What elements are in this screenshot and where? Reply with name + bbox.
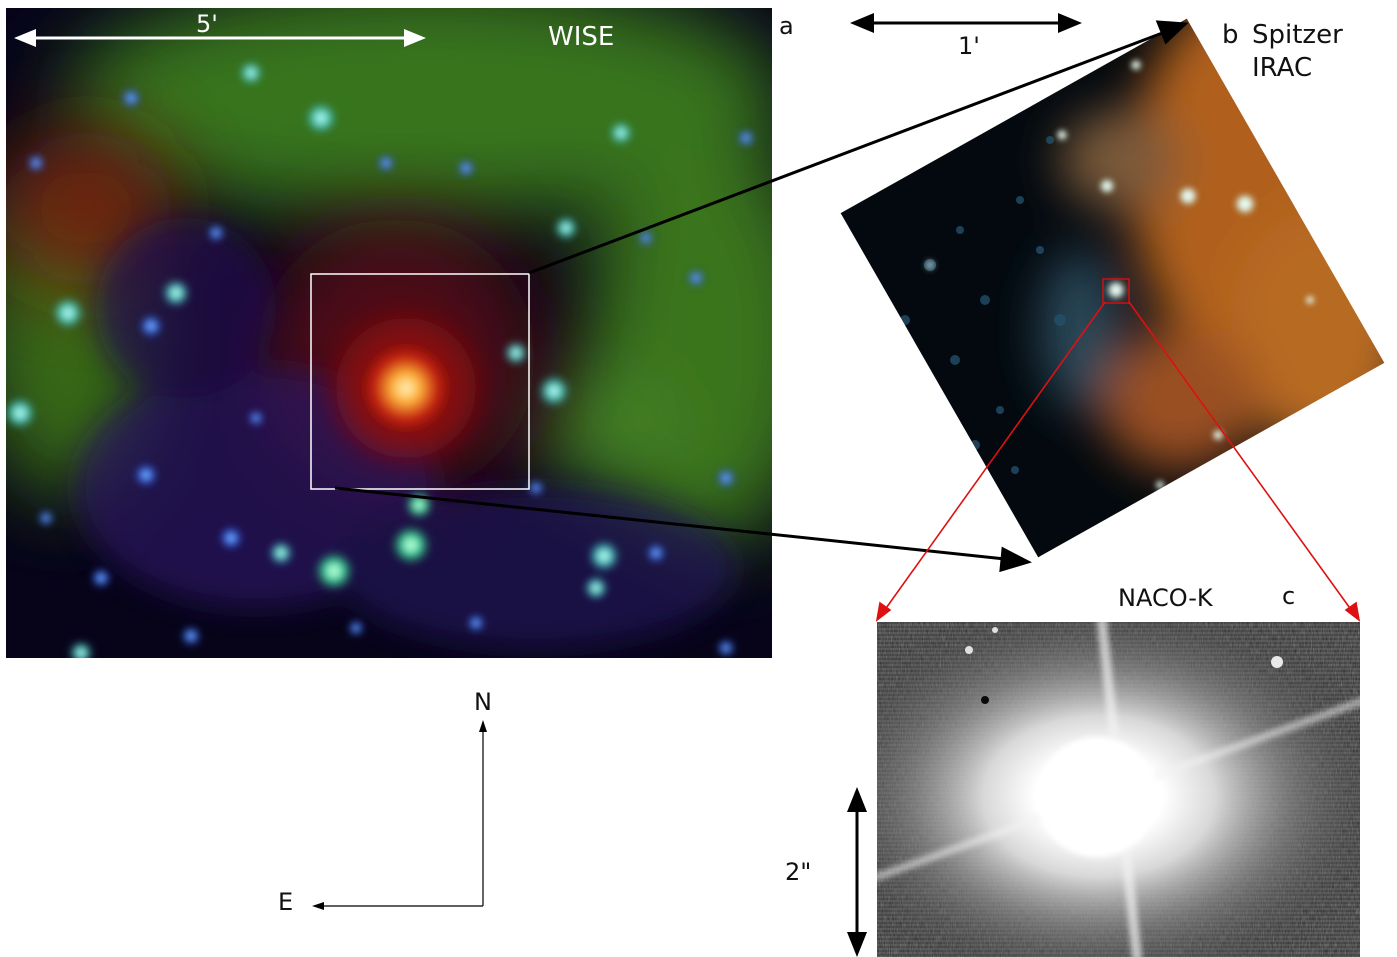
- naco-image: [877, 622, 1360, 957]
- compass-arrows: [312, 720, 487, 910]
- spitzer-scale-arrow: [850, 13, 1082, 33]
- panel-a-letter: a: [779, 12, 794, 40]
- wise-zoom-box: [310, 273, 530, 490]
- spitzer-zoom-box: [1102, 278, 1130, 304]
- naco-scale-label: 2": [785, 858, 812, 886]
- naco-scale-arrow: [847, 787, 867, 957]
- naco-image-panel: [877, 622, 1360, 957]
- compass-north-label: N: [474, 688, 492, 716]
- spitzer-survey-label-line2: IRAC: [1252, 53, 1313, 83]
- compass-east-label: E: [278, 888, 294, 916]
- naco-survey-label: NACO-K: [1118, 584, 1213, 612]
- panel-b-letter: b: [1222, 20, 1239, 50]
- panel-c-letter: c: [1282, 582, 1296, 610]
- spitzer-survey-label-line1: Spitzer: [1252, 20, 1343, 50]
- connector-wise-to-spitzer: [334, 20, 1189, 573]
- wise-scale-label: 5': [196, 10, 218, 38]
- spitzer-scale-label: 1': [958, 32, 980, 60]
- connector-spitzer-to-naco: [875, 301, 1361, 622]
- wise-survey-label: WISE: [548, 22, 615, 52]
- wise-scale-arrow: [14, 29, 426, 47]
